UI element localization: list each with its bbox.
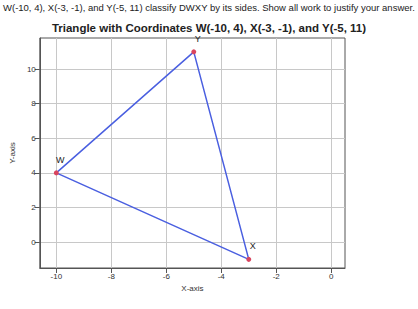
svg-text:Triangle with Coordinates W(-1: Triangle with Coordinates W(-10, 4), X(-… [52, 22, 366, 34]
html-text:W(-10, 4), X(-3, -1), and Y(-5: W(-10, 4), X(-3, -1), and Y(-5, 11) clas… [3, 2, 415, 13]
svg-text:-10: -10 [51, 272, 63, 281]
svg-text:-4: -4 [218, 272, 226, 281]
svg-text:4: 4 [31, 168, 36, 177]
svg-text:2: 2 [31, 203, 36, 212]
svg-text:6: 6 [31, 134, 36, 143]
svg-text:-2: -2 [273, 272, 281, 281]
svg-text:X-axis: X-axis [181, 284, 203, 293]
svg-text:X: X [250, 241, 256, 251]
svg-text:8: 8 [31, 99, 36, 108]
svg-text:0: 0 [31, 238, 36, 247]
svg-text:Y: Y [195, 34, 201, 44]
svg-text:-6: -6 [163, 272, 171, 281]
svg-text:0: 0 [329, 272, 334, 281]
svg-text:W: W [56, 155, 65, 165]
svg-text:-8: -8 [108, 272, 116, 281]
svg-text:10: 10 [27, 65, 36, 74]
svg-text:Y-axis: Y-axis [8, 142, 17, 164]
